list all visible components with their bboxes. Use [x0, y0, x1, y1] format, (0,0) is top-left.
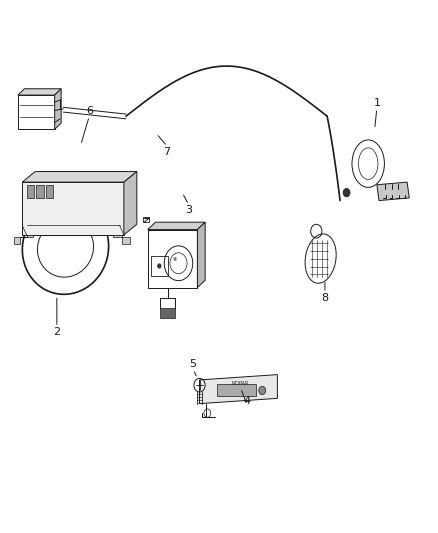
Polygon shape — [148, 222, 205, 230]
Text: 5: 5 — [190, 359, 197, 369]
Bar — [36, 185, 44, 198]
Text: MOPAR: MOPAR — [232, 381, 249, 386]
Text: 7: 7 — [163, 147, 171, 157]
Polygon shape — [18, 89, 61, 95]
Bar — [143, 217, 149, 222]
Bar — [217, 384, 256, 395]
Polygon shape — [55, 89, 61, 130]
Polygon shape — [113, 235, 131, 244]
Circle shape — [259, 386, 266, 394]
Circle shape — [343, 189, 350, 197]
Polygon shape — [22, 172, 137, 182]
Bar — [18, 95, 55, 130]
Bar — [151, 256, 168, 276]
Polygon shape — [198, 222, 205, 288]
Bar — [160, 308, 175, 318]
Text: 1: 1 — [373, 98, 380, 108]
Polygon shape — [124, 172, 137, 235]
Bar — [27, 185, 34, 198]
Polygon shape — [377, 182, 409, 200]
Circle shape — [157, 263, 162, 269]
Text: 6: 6 — [86, 106, 93, 116]
Text: 2: 2 — [53, 327, 60, 337]
Text: 3: 3 — [185, 205, 192, 215]
Bar — [148, 230, 198, 288]
Circle shape — [173, 257, 177, 261]
Text: 4: 4 — [244, 396, 251, 406]
Bar — [46, 185, 53, 198]
Polygon shape — [14, 235, 33, 244]
Bar — [22, 182, 124, 235]
Polygon shape — [200, 375, 277, 403]
Text: 8: 8 — [321, 293, 328, 303]
